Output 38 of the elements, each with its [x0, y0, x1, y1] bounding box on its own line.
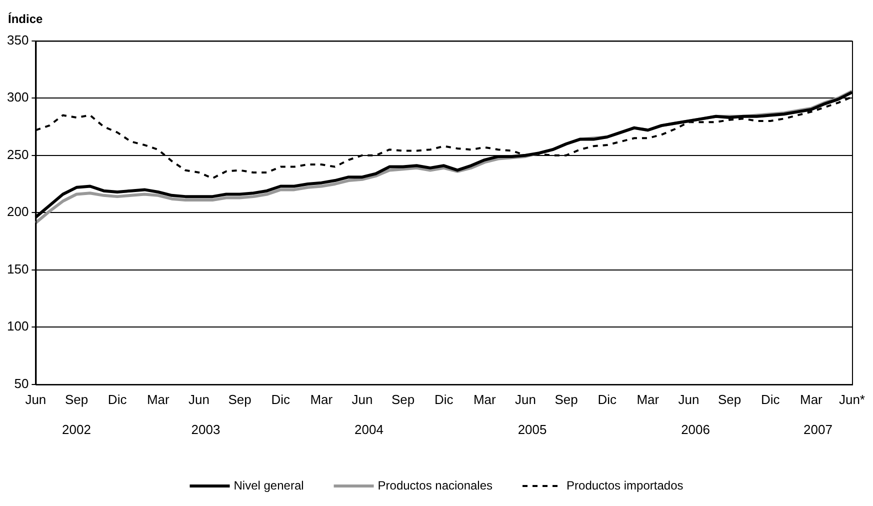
- x-tick-label: Sep: [64, 392, 88, 407]
- text: 2002: [62, 422, 91, 437]
- y-tick-label: 250: [6, 146, 29, 162]
- x-tick-label: Dic: [598, 392, 617, 407]
- x-tick-label: Jun: [514, 392, 536, 407]
- x-tick-label: Jun: [25, 392, 46, 407]
- y-tick-label: 350: [6, 32, 29, 48]
- x-tick-label: Mar: [310, 392, 334, 407]
- x-tick-label: Sep: [391, 392, 415, 407]
- text: 2003: [191, 422, 220, 437]
- x-tick-label: Jun: [678, 392, 700, 407]
- x-tick-label: Mar: [473, 392, 497, 407]
- legend-label: Nivel general: [234, 478, 304, 492]
- x-tick-label: Dic: [108, 392, 128, 407]
- x-tick-label: Mar: [146, 392, 170, 407]
- legend-label: Productos importados: [566, 478, 684, 492]
- text: 2006: [681, 422, 710, 437]
- x-tick-label: Jun: [188, 392, 210, 407]
- x-tick-label: Dic: [760, 392, 780, 407]
- legend-label: Productos nacionales: [378, 478, 493, 492]
- x-tick-label: Sep: [718, 392, 742, 407]
- x-tick-label: Sep: [554, 392, 578, 407]
- x-tick-label: Jun: [352, 392, 373, 407]
- x-tick-label: Dic: [434, 392, 454, 407]
- y-tick-label: 50: [14, 376, 29, 391]
- text: 2005: [518, 422, 547, 437]
- x-tick-label: Mar: [636, 392, 660, 407]
- y-tick-label: 150: [6, 261, 29, 276]
- y-tick-label: 200: [6, 204, 29, 220]
- y-tick-label: 100: [6, 318, 29, 334]
- y-axis-title: Índice: [8, 12, 43, 26]
- x-tick-label: Jun*: [838, 392, 866, 407]
- x-tick-label: Mar: [800, 392, 824, 407]
- text: 2004: [354, 422, 384, 437]
- text: 2007: [804, 422, 832, 437]
- y-tick-label: 300: [6, 90, 29, 105]
- x-tick-label: Sep: [228, 392, 252, 407]
- x-tick-label: Dic: [271, 392, 290, 407]
